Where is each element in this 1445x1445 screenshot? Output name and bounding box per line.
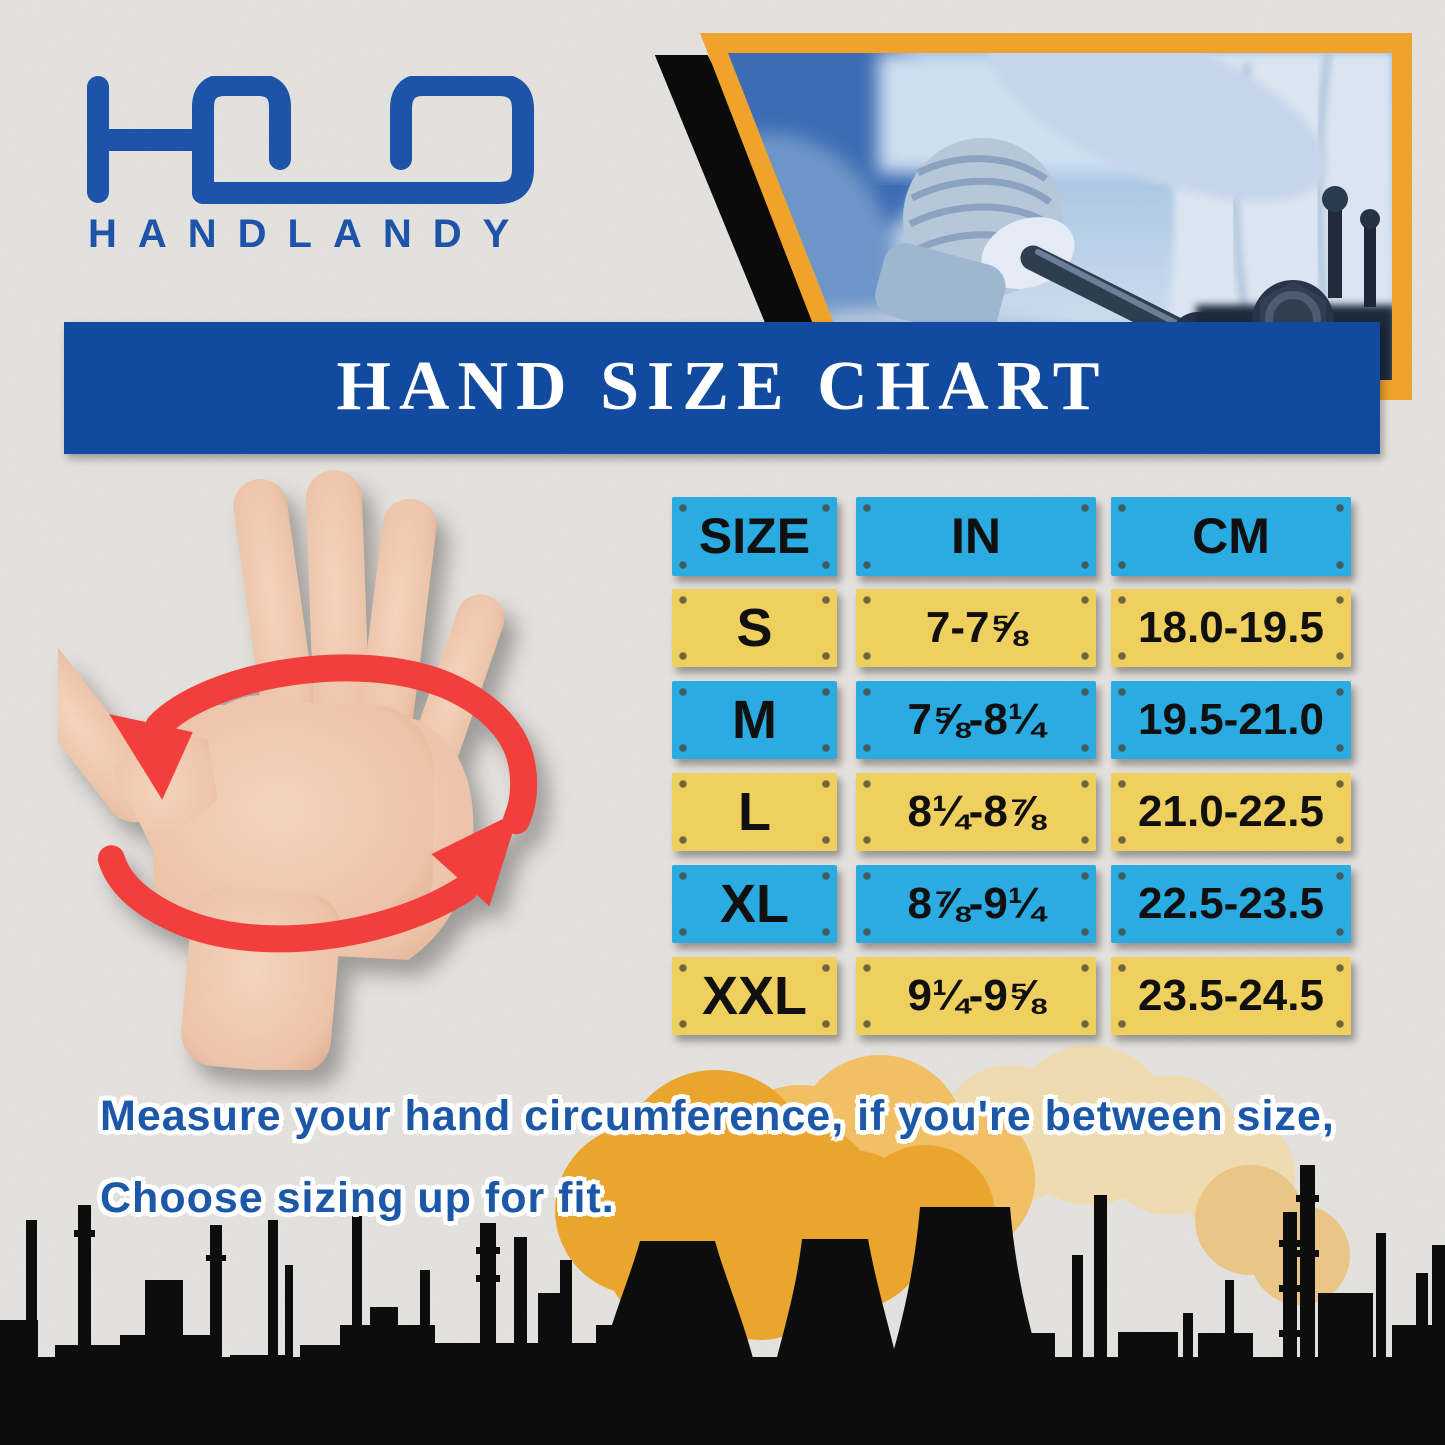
header-in: IN [856,497,1096,576]
table-row-s-in: 7-7⅝ [856,589,1096,667]
table-row-xxl-in: 9¼-9⅝ [856,957,1096,1035]
brand-name: HANDLANDY [88,212,531,256]
measure-note-line2: Choose sizing up for fit. [100,1174,615,1222]
table-row-xl-size: XL [672,865,837,943]
header-cm: CM [1111,497,1351,576]
handlandy-logo-icon [87,76,534,204]
table-row-xl-in: 8⅞-9¼ [856,865,1096,943]
table-row-l-size: L [672,773,837,851]
table-row-m-in: 7⅝-8¼ [856,681,1096,759]
table-row-l-in: 8¼-8⅞ [856,773,1096,851]
measure-note-line1: Measure your hand circumference, if you'… [100,1092,1335,1140]
table-row-s-cm: 18.0-19.5 [1111,589,1351,667]
hand-illustration [2,470,588,1075]
table-row-xxl-cm: 23.5-24.5 [1111,957,1351,1035]
open-palm [2,470,505,1074]
title-banner: HAND SIZE CHART [64,322,1380,454]
table-row-xl-cm: 22.5-23.5 [1111,865,1351,943]
table-row-m-cm: 19.5-21.0 [1111,681,1351,759]
header-size: SIZE [672,497,837,576]
table-row-l-cm: 21.0-22.5 [1111,773,1351,851]
industrial-skyline-art [0,1045,1445,1445]
size-chart-table: SIZE IN CM S 7-7⅝ 18.0-19.5 M 7⅝-8¼ 19.5… [672,497,1351,1037]
table-row-m-size: M [672,681,837,759]
page-title: HAND SIZE CHART [336,348,1108,425]
table-row-s-size: S [672,589,837,667]
table-row-xxl-size: XXL [672,957,837,1035]
